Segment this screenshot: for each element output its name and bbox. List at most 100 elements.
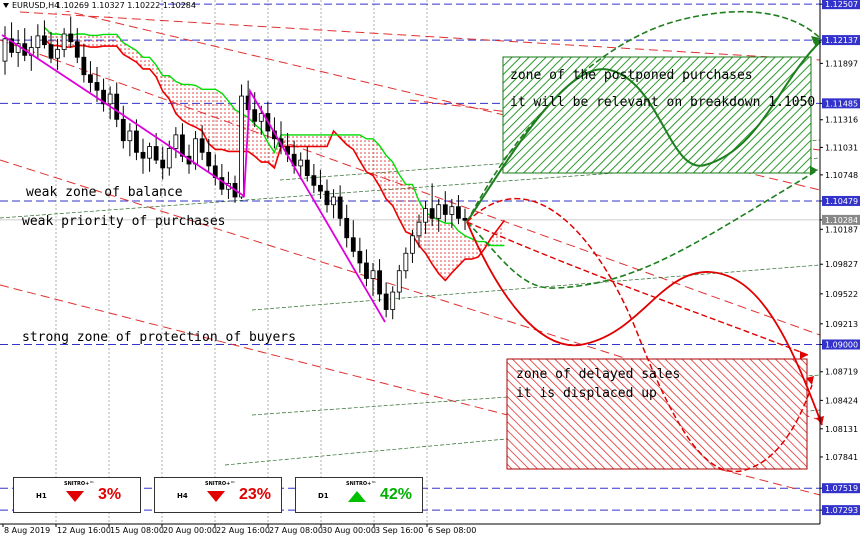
up-arrow-icon [348,491,366,502]
candle-body [357,250,363,264]
x-tick-label: 30 Aug 00:00 [322,526,376,535]
candle-body [153,146,159,161]
annotation-weak-priority: weak priority of purchases [22,214,226,229]
panel-percent: 3% [98,486,122,503]
header-box [0,0,160,11]
candle-body [377,270,382,295]
candle-body [337,196,343,219]
candle-body [318,184,323,192]
down-arrow-icon [207,491,225,502]
candle-body [456,206,461,219]
candle-body [396,270,402,293]
x-tick-label: 20 Aug 00:00 [163,526,217,535]
signal-panel-2[interactable]: H4 SNITRO+™ 23% [154,477,282,513]
candle-body [442,204,448,215]
header-triangle-icon [3,3,9,8]
annotation-strong-protection: strong zone of protection of buyers [22,330,296,345]
x-tick-label: 8 Aug 2019 [4,526,50,535]
price-tag [822,505,860,516]
signal-panel-3[interactable]: D1 SNITRO+™ 42% [295,477,423,513]
y-tick-label: 1.11897 [825,59,858,68]
y-tick-label: 1.08424 [825,396,858,405]
panel-indicator-name: SNITRO+™ [205,481,236,487]
candle-body [436,204,442,219]
x-tick-label: 3 Sep 16:00 [375,526,423,535]
candle-body [239,95,244,198]
x-tick-label: 27 Aug 08:00 [269,526,323,535]
chart-symbol: EURUSD,H4 [12,1,59,10]
price-tag [822,98,860,109]
x-tick-label: 22 Aug 16:00 [216,526,270,535]
price-tag [822,195,860,206]
forecast-red-dashed-2 [466,221,809,356]
trend-channel-green [251,264,821,311]
candle-body [370,270,376,279]
zigzag-line [1,34,386,323]
candle-body [147,146,152,159]
panel-timeframe: D1 [318,492,329,500]
candle-body [429,208,435,219]
buy-zone-subtitle: it will be relevant on breakdown 1.1050 [510,95,815,110]
candle-body [55,49,60,59]
chart-quote: 1.10269 1.10327 1.10222 1.10284 [56,1,196,10]
signal-panel-1[interactable]: H1 SNITRO+™ 3% [13,477,141,513]
candle-body [42,35,47,46]
candle-body [120,118,126,142]
price-tag [822,214,860,225]
candle-body [134,130,139,153]
candle-body [173,134,179,149]
candle-body [416,221,422,237]
sell-zone-subtitle: it is displaced up [516,386,657,401]
y-tick-label: 1.09522 [825,290,858,299]
candle-body [2,38,8,62]
panel-percent: 23% [239,486,272,503]
y-tick-label: 1.10187 [825,225,858,234]
candle-body [88,74,93,83]
x-tick-label: 15 Aug 08:00 [110,526,164,535]
candle-body [68,33,74,43]
y-tick-label: 1.07841 [825,453,858,462]
sell-zone-title: zone of delayed sales [516,367,680,382]
time-axis: 8 Aug 2019 12 Aug 16:00 15 Aug 08:00 20 Aug… [2,524,476,535]
candle-body [258,113,264,122]
y-tick-label: 1.10748 [825,171,858,180]
forecast-green-solid [466,41,821,223]
forecast-paths [466,10,824,473]
y-tick-label: 1.09213 [825,320,858,329]
price-tag [822,35,860,46]
candle-body [193,138,198,165]
forecast-red-dashed [466,197,813,473]
panel-timeframe: H4 [177,492,188,500]
x-tick-label: 12 Aug 16:00 [57,526,111,535]
candle-body [180,134,185,157]
candle-body [304,159,310,177]
candle-body [127,130,133,142]
candle-body [101,89,106,105]
arrowhead-6 [800,351,808,359]
trend-channel-green [224,409,821,466]
sell-zone[interactable] [506,358,808,470]
panel-percent: 42% [380,486,413,503]
price-axis: 1.12507 1.12137 1.11897 1.11485 1.11316 1.110… [820,0,860,516]
candle-body [390,291,396,310]
y-tick-label: 1.08131 [825,425,858,434]
price-tag-label: 1.12137 [825,36,858,45]
price-tag-label: 1.10284 [825,216,858,225]
candle-body [331,196,336,206]
panel-timeframe: H1 [36,492,47,500]
candle-body [383,293,389,310]
y-tick-label: 1.11316 [825,116,858,125]
candle-body [48,44,54,59]
panel-indicator-name: SNITRO+™ [64,481,95,487]
price-tag-label: 1.10479 [825,197,858,206]
arrowhead-5 [806,376,814,385]
candle-body [61,33,67,50]
forecast-green-dashed-mid [466,169,819,289]
candle-body [140,151,146,159]
arrowhead-2 [811,36,820,44]
kijun-line [43,38,506,282]
candle-body [114,93,120,120]
candle-body [298,159,304,167]
candle-body [423,208,428,223]
